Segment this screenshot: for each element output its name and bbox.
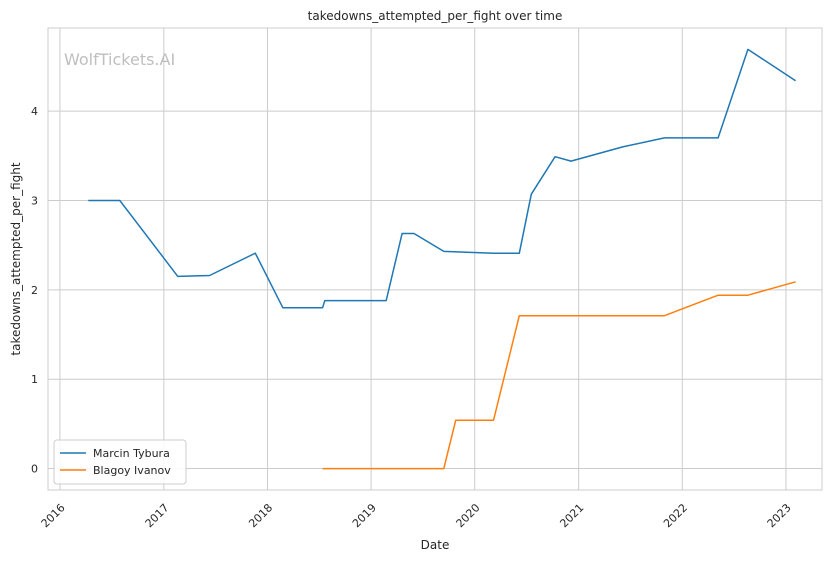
legend-box bbox=[53, 439, 187, 485]
plot-background bbox=[48, 28, 822, 490]
x-tick-label: 2020 bbox=[454, 501, 483, 530]
y-ticks: 0 1 2 3 4 bbox=[31, 105, 38, 475]
series-line-1 bbox=[88, 48, 797, 309]
y-axis-label: takedowns_attempted_per_fight bbox=[9, 162, 23, 355]
y-tick-label: 3 bbox=[31, 194, 38, 207]
y-tick-label: 1 bbox=[31, 373, 38, 386]
x-axis-label: Date bbox=[421, 538, 450, 552]
legend-label: Blagoy Ivanov bbox=[93, 464, 171, 477]
x-tick-label: 2018 bbox=[246, 501, 275, 530]
x-ticks: 2016 2017 2018 2019 2020 2021 2022 2023 bbox=[39, 501, 794, 530]
series-line-2 bbox=[322, 281, 796, 470]
plot-frame bbox=[47, 27, 823, 491]
x-tick-label: 2021 bbox=[557, 501, 586, 530]
watermark: WolfTickets.AI bbox=[64, 50, 175, 69]
x-tick-label: 2022 bbox=[661, 501, 690, 530]
y-tick-label: 2 bbox=[31, 284, 38, 297]
y-tick-label: 0 bbox=[31, 463, 38, 476]
x-tick-label: 2016 bbox=[39, 501, 68, 530]
y-tick-label: 4 bbox=[31, 105, 38, 118]
chart-title: takedowns_attempted_per_fight over time bbox=[308, 9, 563, 23]
x-tick-label: 2017 bbox=[143, 501, 172, 530]
legend-label: Marcin Tybura bbox=[93, 447, 170, 460]
series-layer bbox=[88, 48, 797, 470]
x-tick-label: 2019 bbox=[350, 501, 379, 530]
legend: Marcin Tybura Blagoy Ivanov bbox=[53, 439, 187, 485]
x-tick-label: 2023 bbox=[765, 501, 794, 530]
